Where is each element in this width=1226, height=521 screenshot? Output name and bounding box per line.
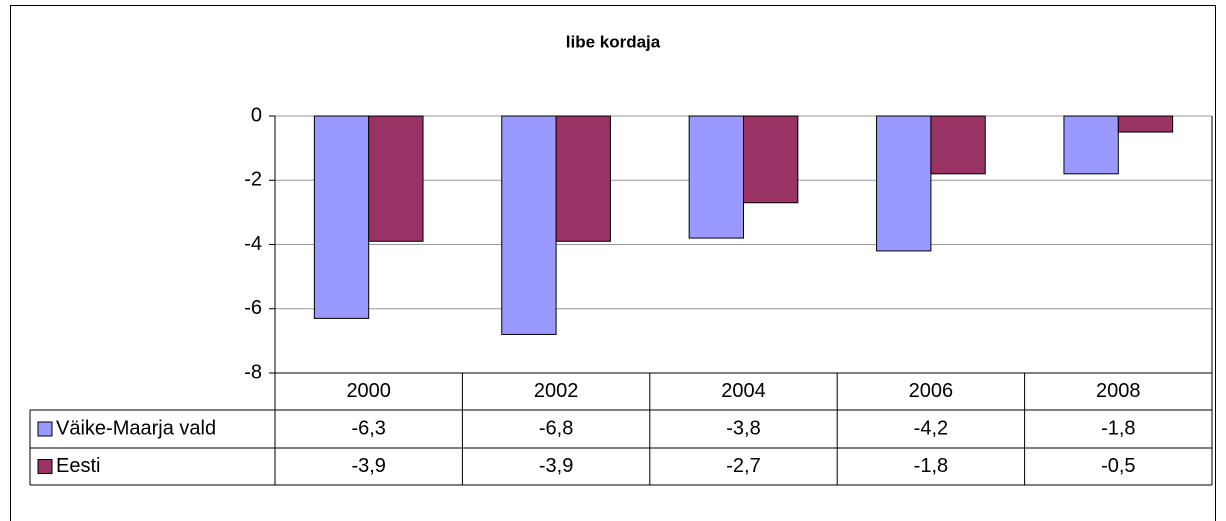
table-value: -3,8 — [726, 417, 760, 439]
chart-title: libe kordaja — [566, 32, 661, 51]
y-tick-label: -2 — [244, 169, 262, 191]
x-tick-label: 2004 — [721, 380, 766, 402]
x-tick-label: 2002 — [534, 380, 579, 402]
table-value: -1,8 — [914, 455, 948, 477]
y-tick-label: 0 — [251, 104, 262, 126]
table-value: -6,8 — [539, 417, 573, 439]
bar — [743, 115, 799, 204]
legend-key — [37, 421, 53, 437]
bar — [930, 115, 986, 175]
x-tick-label: 2008 — [1096, 380, 1141, 402]
y-tick-label: -8 — [244, 361, 262, 383]
bar — [313, 115, 370, 319]
table-value: -6,3 — [351, 417, 385, 439]
bar — [876, 115, 932, 252]
table-value: -3,9 — [351, 455, 385, 477]
bar — [1117, 115, 1174, 133]
bar — [1063, 115, 1119, 175]
chart-frame — [10, 5, 1216, 521]
y-tick-label: -4 — [244, 233, 262, 255]
bar — [501, 115, 557, 335]
legend-key — [37, 459, 53, 474]
bar — [368, 115, 424, 242]
y-tick-label: -6 — [244, 297, 262, 319]
table-value: -3,9 — [539, 455, 573, 477]
bar — [555, 115, 611, 242]
table-value: -0,5 — [1101, 455, 1135, 477]
x-tick-label: 2006 — [909, 380, 954, 402]
legend-label: Eesti — [56, 455, 100, 477]
bar — [688, 115, 744, 239]
x-tick-label: 2000 — [346, 380, 391, 402]
table-value: -4,2 — [914, 417, 948, 439]
table-value: -2,7 — [726, 455, 760, 477]
legend-label: Väike-Maarja vald — [56, 417, 216, 439]
table-value: -1,8 — [1101, 417, 1135, 439]
